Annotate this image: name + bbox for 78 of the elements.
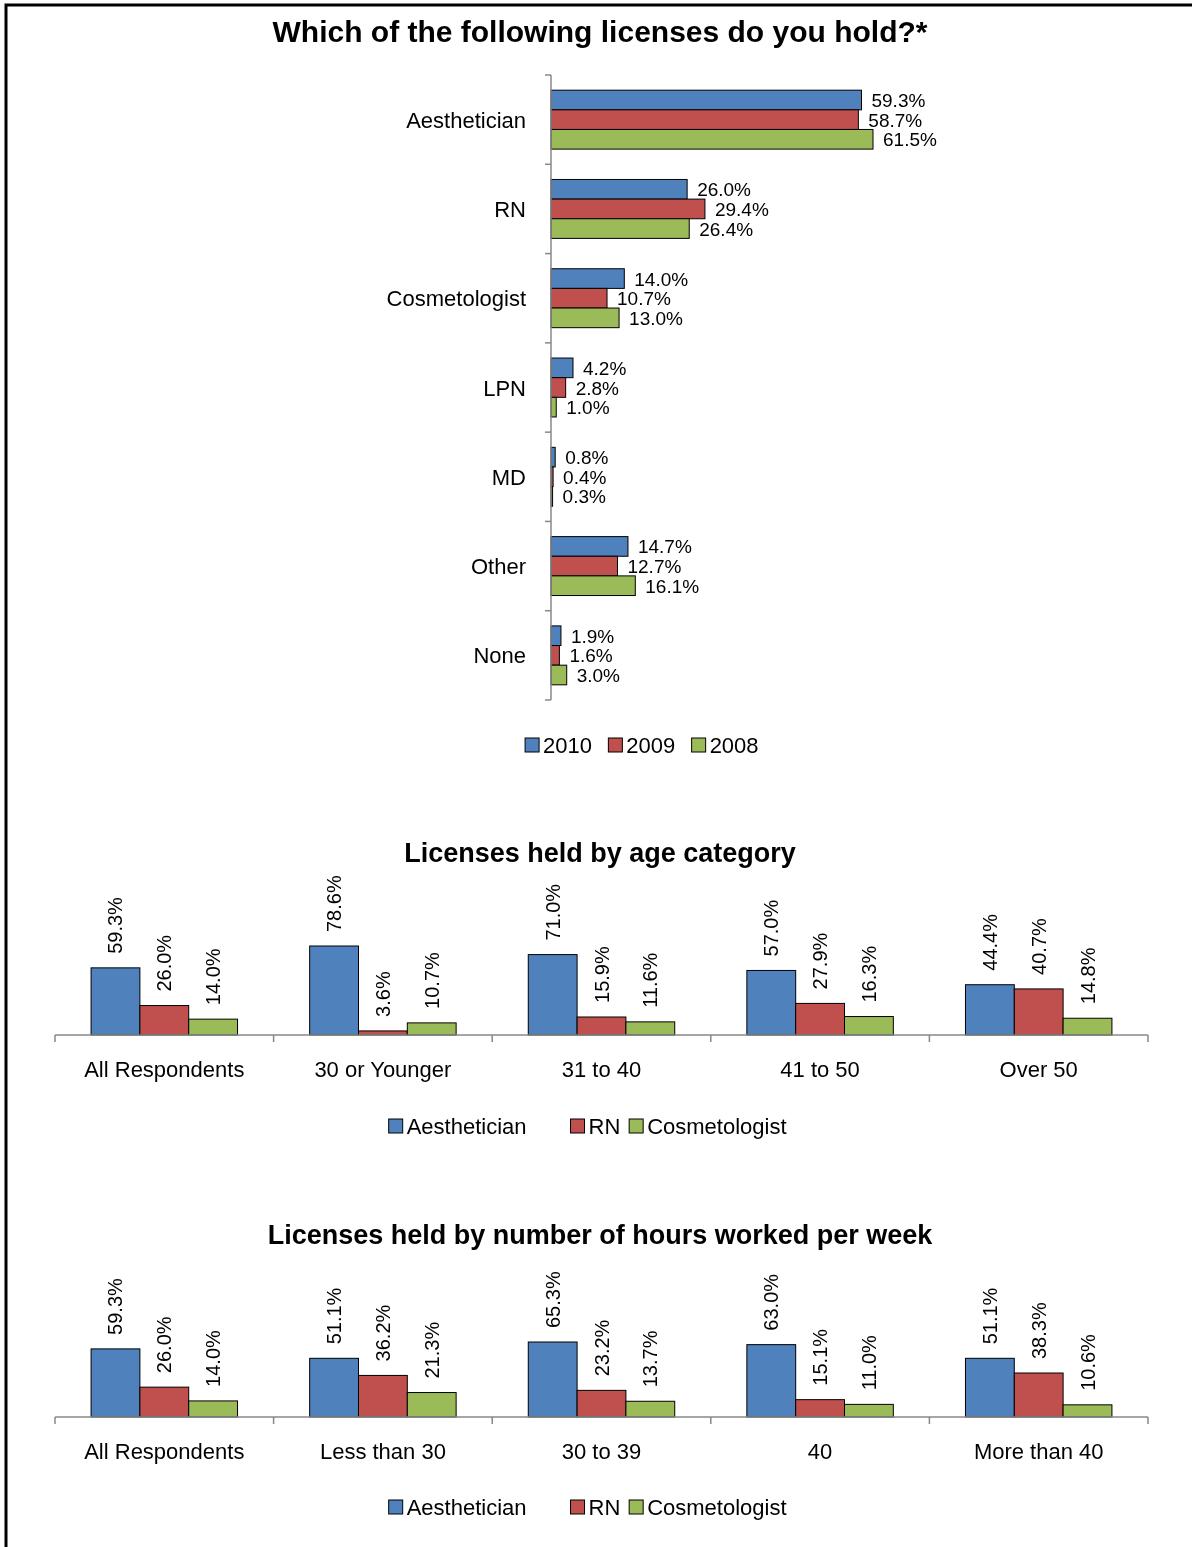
data-label: 14.8% <box>1076 947 1099 1005</box>
data-label: 0.3% <box>562 486 606 508</box>
data-label: 29.4% <box>714 198 769 220</box>
data-label: 11.0% <box>857 1334 880 1391</box>
x-tick-label: 31 to 40 <box>561 1057 642 1082</box>
y-tick-label: MD <box>491 464 526 490</box>
legend-label: Cosmetologist <box>647 1495 787 1520</box>
data-label: 59.3% <box>104 1277 127 1335</box>
data-label: 1.6% <box>569 645 613 667</box>
data-label: 21.3% <box>420 1321 443 1379</box>
x-tick-label: All Respondents <box>84 1439 245 1464</box>
data-label: 65.3% <box>541 1271 564 1328</box>
x-tick-label: 30 or Younger <box>314 1057 452 1082</box>
data-label: 59.3% <box>104 896 127 954</box>
data-label: 0.8% <box>565 447 609 469</box>
chart-title: Licenses held by number of hours worked per week <box>267 1220 934 1250</box>
data-label: 23.2% <box>590 1319 613 1377</box>
data-label: 27.9% <box>809 932 832 990</box>
data-label: 12.7% <box>627 556 682 578</box>
data-label: 51.1% <box>323 1287 346 1345</box>
data-label: 26.0% <box>697 179 752 201</box>
data-label: 61.5% <box>883 129 937 151</box>
data-label: 14.0% <box>202 948 225 1006</box>
data-label: 57.0% <box>760 899 783 957</box>
data-label: 10.7% <box>420 951 443 1009</box>
data-label: 13.0% <box>629 307 684 329</box>
legend-label: RN <box>588 1495 621 1520</box>
x-tick-label: 40 <box>807 1439 833 1464</box>
legend-label: 2008 <box>709 733 759 758</box>
x-tick-label: Over 50 <box>999 1057 1078 1082</box>
data-label: 2.8% <box>575 377 620 399</box>
data-label: 38.3% <box>1027 1302 1050 1360</box>
data-label: 26.0% <box>153 934 176 992</box>
data-label: 63.0% <box>760 1273 783 1331</box>
legend-label: Cosmetologist <box>647 1114 787 1139</box>
data-label: 26.4% <box>699 218 754 240</box>
y-tick-label: Aesthetician <box>406 107 526 133</box>
data-label: 51.1% <box>978 1287 1001 1345</box>
chart-title: Which of the following licenses do you hold?* <box>272 15 928 48</box>
data-label: 3.0% <box>576 665 621 686</box>
y-tick-label: Other <box>470 554 526 580</box>
x-tick-label: 41 to 50 <box>780 1057 860 1082</box>
data-label: 13.7% <box>639 1330 662 1388</box>
y-tick-label: LPN <box>483 375 526 401</box>
data-label: 59.3% <box>871 90 926 111</box>
data-label: 78.6% <box>323 875 346 932</box>
x-tick-label: 30 to 39 <box>561 1439 642 1464</box>
data-label: 16.3% <box>857 945 880 1003</box>
data-label: 16.1% <box>645 575 700 597</box>
y-tick-label: None <box>473 643 526 669</box>
data-label: 44.4% <box>978 913 1001 971</box>
data-label: 10.7% <box>617 288 671 310</box>
data-label: 1.0% <box>566 397 610 419</box>
data-label: 14.0% <box>634 268 689 290</box>
data-label: 10.6% <box>1076 1333 1099 1391</box>
data-label: 11.6% <box>639 952 662 1008</box>
data-label: 71.0% <box>541 883 564 941</box>
data-label: 58.7% <box>868 109 923 131</box>
data-label: 40.7% <box>1027 917 1050 975</box>
data-label: 3.6% <box>371 971 394 1017</box>
x-tick-label: Less than 30 <box>319 1439 446 1464</box>
data-label: 15.1% <box>809 1328 832 1386</box>
data-label: 14.7% <box>637 536 692 558</box>
legend-label: 2010 <box>543 733 593 758</box>
data-label: 1.9% <box>570 625 615 647</box>
data-label: 4.2% <box>582 357 627 379</box>
data-label: 14.0% <box>202 1329 225 1387</box>
x-tick-label: All Respondents <box>84 1057 245 1082</box>
data-label: 15.9% <box>590 946 613 1003</box>
legend-label: RN <box>588 1114 621 1139</box>
data-label: 26.0% <box>153 1316 176 1374</box>
x-tick-label: More than 40 <box>973 1439 1104 1464</box>
y-tick-label: Cosmetologist <box>386 286 526 312</box>
chart-title: Licenses held by age category <box>404 838 796 868</box>
data-label: 0.4% <box>563 466 607 488</box>
data-label: 36.2% <box>371 1304 394 1362</box>
y-tick-label: RN <box>494 196 526 222</box>
legend-label: 2009 <box>626 733 676 758</box>
